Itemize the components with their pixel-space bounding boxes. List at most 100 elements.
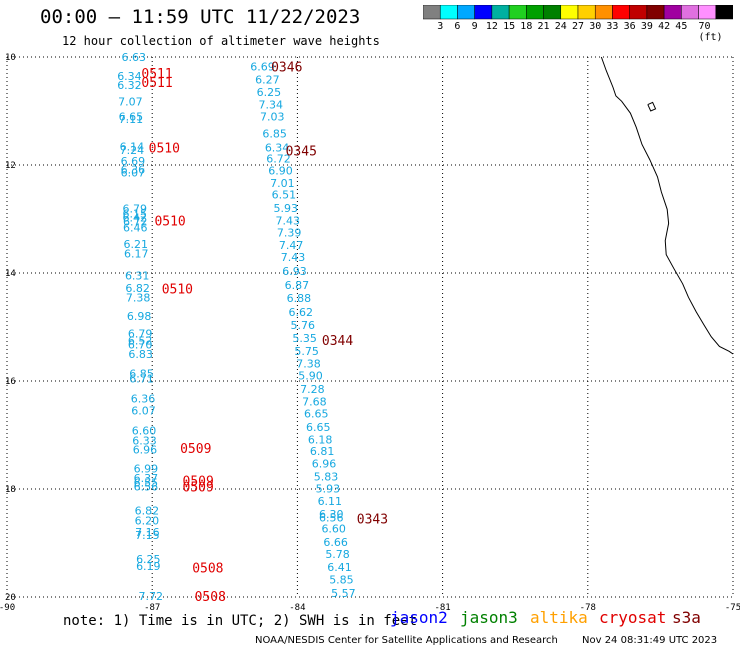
lat-tick-label: 16	[5, 377, 16, 387]
wave-height-values: 6.636.346.327.076.657.116.147.246.696.36…	[117, 51, 355, 603]
color-scale-label: 30	[589, 21, 602, 32]
wave-height-value: 6.79	[123, 203, 148, 216]
wave-height-value: 6.34	[265, 142, 290, 155]
wave-height-value: 6.93	[282, 265, 307, 278]
page-title: 00:00 – 11:59 UTC 11/22/2023	[40, 6, 361, 28]
color-scale-label: 39	[640, 21, 653, 32]
wave-height-value: 7.28	[300, 383, 325, 396]
color-scale-label: 42	[658, 21, 671, 32]
color-scale-label: 33	[606, 21, 619, 32]
wave-height-value: 6.71	[129, 372, 154, 385]
pass-time-label: 0343	[357, 513, 388, 528]
pass-time-label: 0344	[322, 334, 353, 349]
wave-height-value: 6.87	[285, 279, 310, 292]
coastline-path	[600, 56, 734, 355]
wave-height-value: 5.75	[294, 345, 319, 358]
color-scale-label: 70 (ft)	[698, 21, 723, 43]
wave-height-value: 6.56	[319, 512, 344, 525]
wave-height-value: 6.65	[119, 110, 144, 123]
wave-height-value: 6.41	[327, 561, 352, 574]
color-scale-label: 36	[623, 21, 636, 32]
wave-height-value: 6.79	[128, 327, 153, 340]
color-swatch	[594, 5, 613, 20]
wave-height-value: 5.85	[329, 574, 354, 587]
coastline	[600, 56, 734, 355]
lon-tick-label: -75	[725, 603, 740, 613]
wave-height-value: 6.33	[132, 434, 157, 447]
wave-height-value: 6.07	[131, 405, 156, 418]
island-outline	[647, 101, 657, 112]
color-swatch	[612, 5, 630, 20]
wave-height-value: 5.83	[314, 471, 339, 484]
wave-height-value: 6.85	[262, 128, 287, 141]
wave-height-value: 6.42	[123, 211, 148, 224]
wave-height-value: 6.55	[134, 477, 159, 490]
color-swatch	[715, 5, 733, 20]
color-swatch	[629, 5, 648, 20]
satellite-altika: altika	[530, 608, 588, 627]
wave-height-value: 5.78	[325, 548, 350, 561]
color-scale-labels: 3 6 9 12 15 18 21 24 27 30 33 36 39 42 45 70 (ft)	[423, 21, 733, 43]
wave-height-value: 6.69	[250, 61, 275, 74]
axis-labels: 10 12 14 16 18 20-90 -87 -84 -81 -78 -75	[0, 53, 740, 613]
wave-height-value: 6.96	[133, 444, 158, 457]
lon-tick-label: -87	[144, 603, 160, 613]
wave-height-value: 6.83	[128, 348, 153, 361]
pass-time-label: 0345	[286, 144, 317, 159]
lat-tick-label: 20	[5, 593, 16, 603]
pass-time-label: 0508	[195, 590, 226, 605]
wave-height-value: 7.16	[135, 526, 160, 539]
color-swatch	[439, 5, 458, 20]
color-swatch	[646, 5, 665, 20]
page-subtitle: 12 hour collection of altimeter wave hei…	[62, 34, 380, 48]
wave-height-value: 5.76	[290, 319, 315, 332]
pass-time-label: 0509	[180, 442, 211, 457]
wave-height-value: 5.57	[331, 587, 356, 600]
wave-height-value: 6.65	[304, 407, 329, 420]
color-swatch	[474, 5, 493, 20]
wave-height-value: 6.51	[272, 189, 297, 202]
wave-height-value: 6.07	[121, 167, 146, 180]
lon-tick-label: -78	[580, 603, 596, 613]
color-swatch	[543, 5, 562, 20]
wave-height-value: 7.11	[119, 113, 144, 126]
color-swatch	[560, 5, 579, 20]
color-scale-label: 15	[503, 21, 516, 32]
color-scale-label: 6	[454, 21, 461, 32]
wave-height-value: 6.90	[268, 164, 293, 177]
wave-height-value: 6.20	[135, 514, 160, 527]
color-scale-label: 3	[437, 21, 444, 32]
wave-height-value: 7.39	[277, 227, 302, 240]
lat-lon-grid	[6, 56, 734, 598]
wave-height-value: 6.27	[255, 74, 280, 87]
wave-height-value: 7.72	[138, 590, 163, 603]
color-swatch	[526, 5, 544, 20]
wave-height-value: 7.47	[279, 239, 304, 252]
wave-height-value: 6.70	[128, 338, 153, 351]
wave-height-value: 7.07	[118, 95, 143, 108]
wave-height-value: 6.36	[121, 163, 146, 176]
pass-time-label: 0510	[149, 142, 180, 157]
wave-height-value: 6.17	[124, 248, 149, 261]
wave-height-value: 6.19	[136, 560, 161, 573]
color-scale-label: 12	[485, 21, 498, 32]
wave-height-value: 6.82	[125, 282, 150, 295]
wave-height-value: 6.34	[117, 70, 142, 83]
wave-height-value: 6.52	[128, 335, 153, 348]
wave-height-value: 6.14	[120, 141, 145, 154]
wave-height-value: 6.56	[134, 480, 159, 493]
color-scale-legend	[423, 5, 733, 20]
lon-tick-label: -81	[434, 603, 450, 613]
wave-height-value: 6.25	[257, 86, 282, 99]
wave-height-value: 7.03	[260, 110, 285, 123]
lat-tick-label: 12	[5, 161, 16, 171]
lat-tick-label: 10	[5, 53, 16, 63]
wave-height-value: 7.43	[275, 215, 300, 228]
wave-height-value: 6.72	[123, 216, 148, 229]
wave-height-value: 6.46	[123, 222, 148, 235]
pass-time-label: 0510	[154, 215, 185, 230]
generated-timestamp: Nov 24 08:31:49 UTC 2023	[582, 635, 718, 646]
wave-height-value: 6.31	[125, 270, 150, 283]
pass-time-label: 0511	[141, 76, 172, 91]
